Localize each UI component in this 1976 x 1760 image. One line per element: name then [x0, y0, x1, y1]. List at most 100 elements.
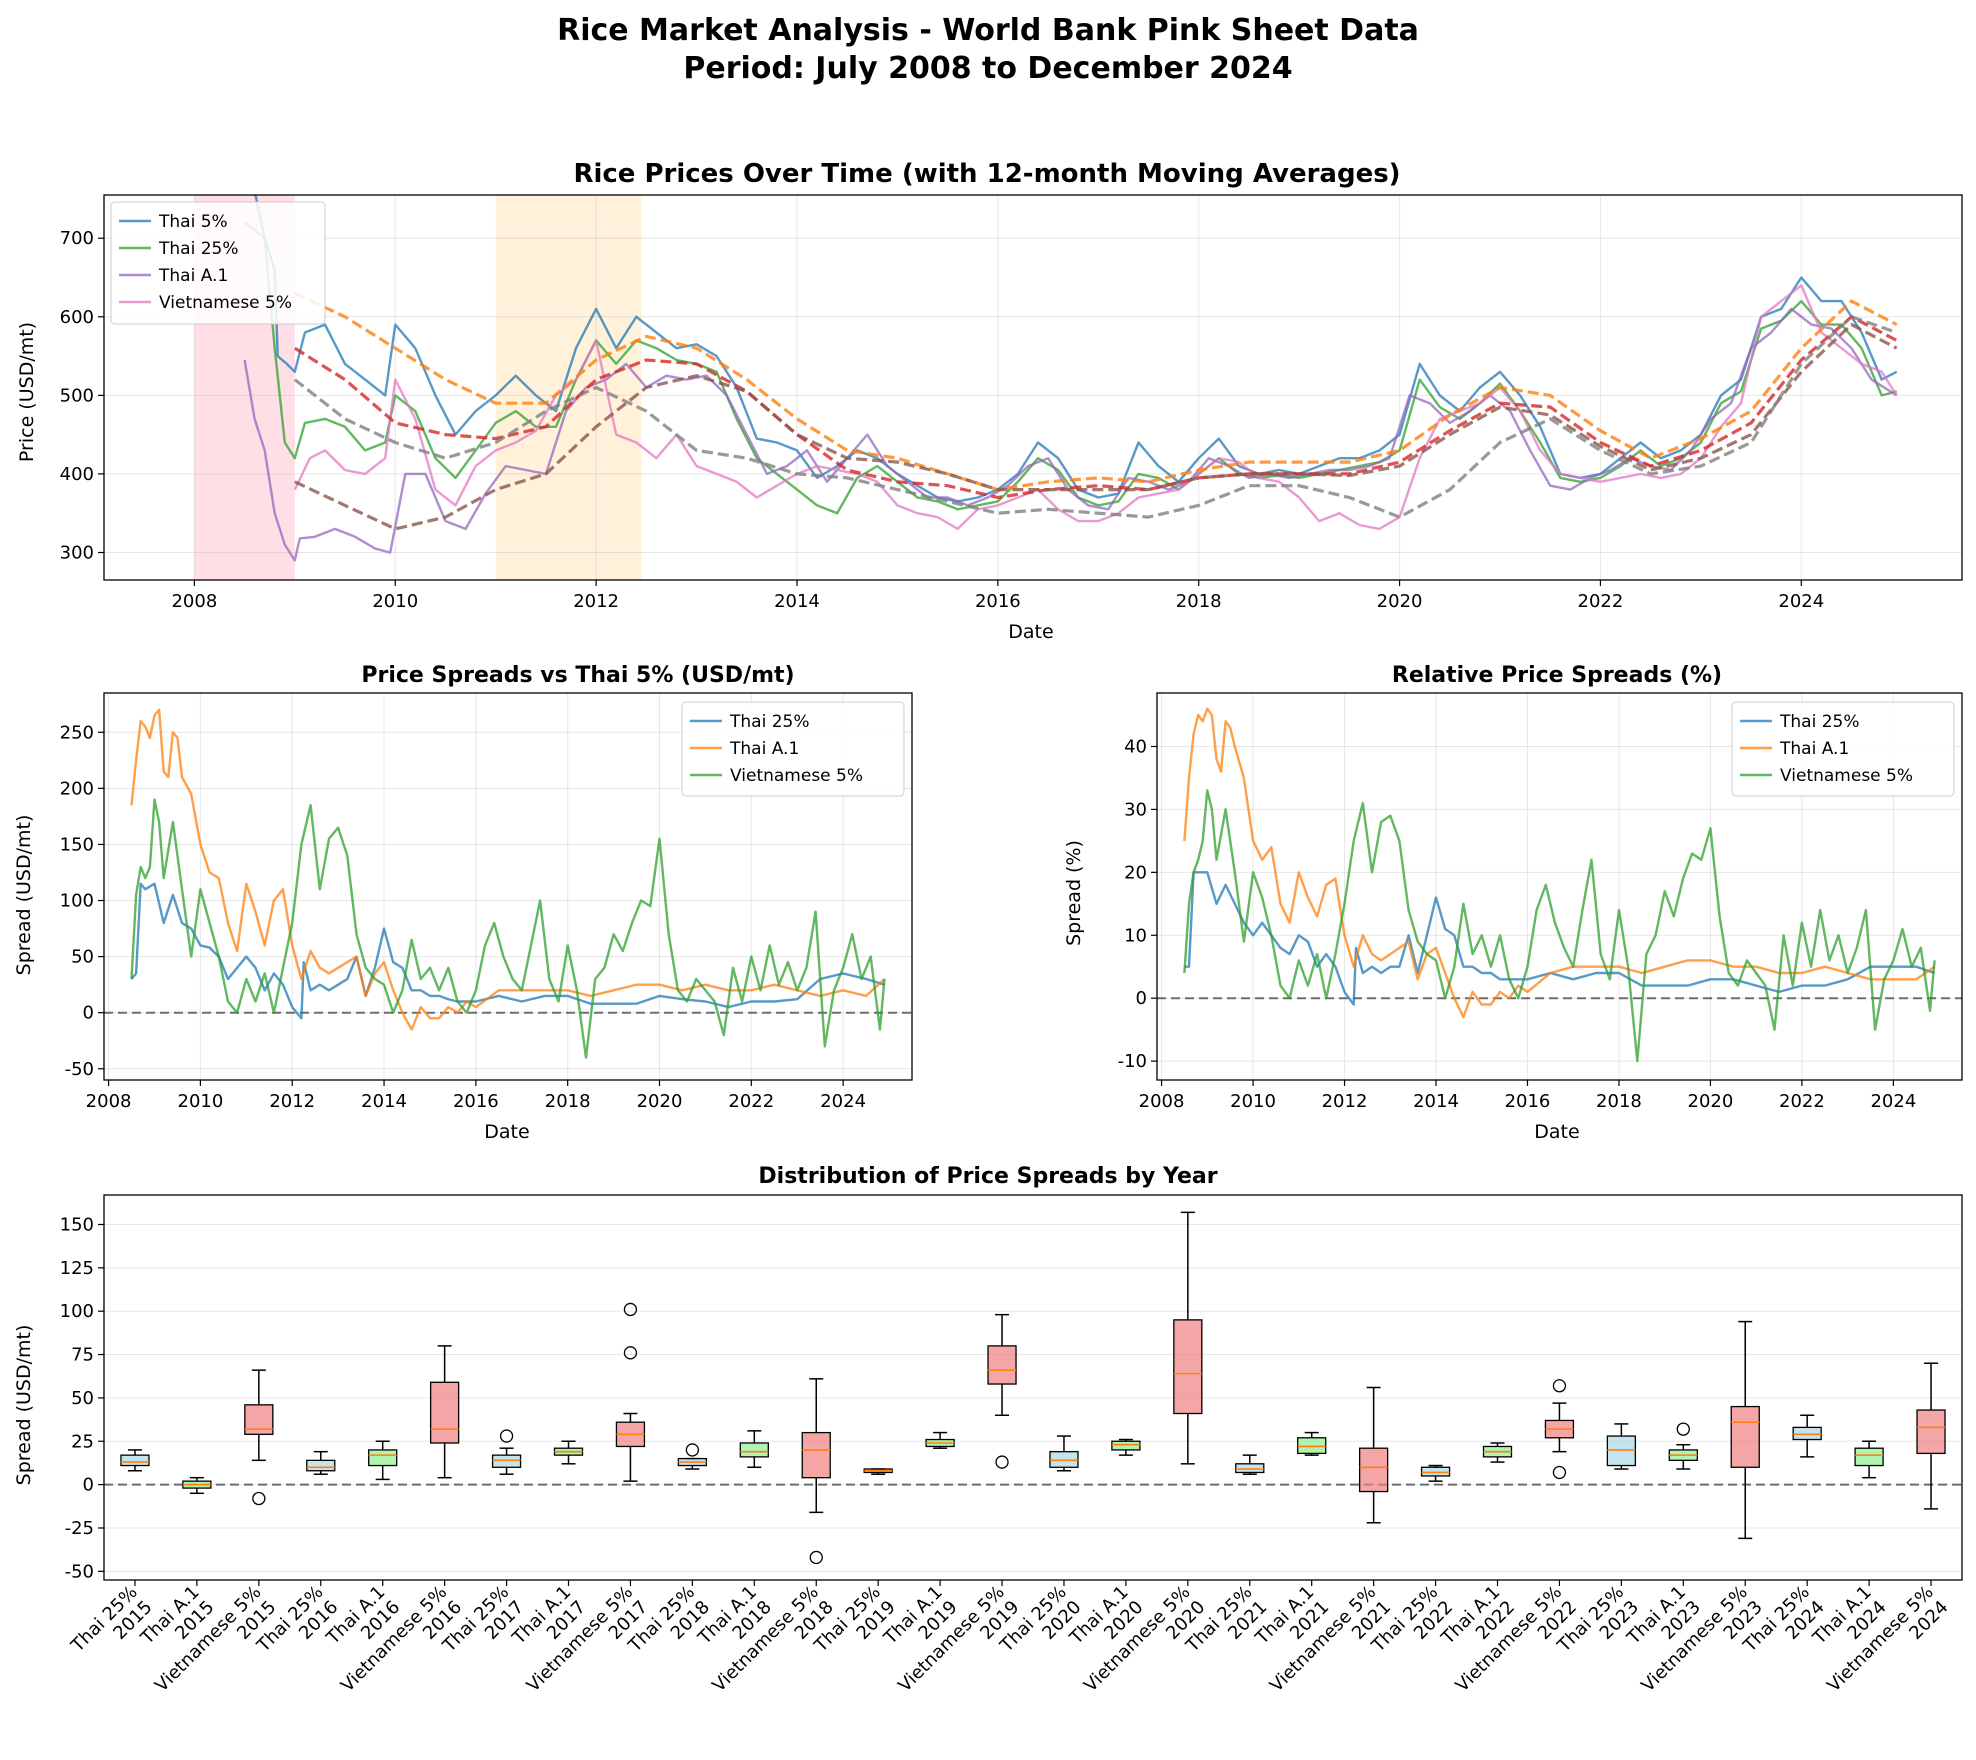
rel-spread-chart: Relative Price Spreads (%) Date Spread (…: [1063, 663, 1963, 1143]
rel-spread-y-tick-label: 0: [1136, 988, 1147, 1009]
figure-title-line1: Rice Market Analysis - World Bank Pink S…: [557, 13, 1419, 48]
boxplot-iqr-box: [491, 1454, 522, 1468]
boxplot-box-thaiA1-2024: [1854, 1440, 1884, 1479]
rel-spread-y-tick-label: 10: [1124, 925, 1147, 946]
boxplot-y-tick-label: -50: [65, 1561, 94, 1582]
abs-spread-x-tick-label: 2024: [820, 1091, 866, 1112]
boxplot-box-viet5-2018: [801, 1378, 831, 1565]
boxplot-box-thaiA1-2016: [368, 1440, 398, 1481]
boxplot-outlier-point: [1676, 1422, 1690, 1436]
prices-y-tick-label: 300: [60, 543, 94, 564]
boxplot-y-tick-label: 150: [60, 1214, 94, 1235]
prices-x-tick-label: 2012: [573, 591, 619, 612]
prices-series-line-thai-a-1-12-mo-ma: [294, 323, 1898, 531]
abs-spread-legend: Thai 25% Thai A.1 Vietnamese 5%: [681, 701, 905, 797]
prices-chart: Rice Prices Over Time (with 12-month Mov…: [16, 159, 1963, 643]
prices-y-tick-label: 600: [60, 307, 94, 328]
rel-spread-chart-title: Relative Price Spreads (%): [1392, 663, 1722, 688]
rel-spread-x-tick-label: 2018: [1596, 1091, 1642, 1112]
boxplot-outlier-point: [809, 1550, 823, 1565]
boxplot-outlier-point: [252, 1491, 266, 1506]
prices-legend: Thai 5% Thai 25% Thai A.1 Vietnamese 5%: [110, 201, 326, 325]
boxplot-outlier-point: [1552, 1465, 1567, 1480]
boxplot-box-thaiA1-2021: [1297, 1431, 1327, 1456]
rel-spread-series-line-vietnamese-5-: [1183, 789, 1936, 1063]
abs-spread-x-tick-label: 2012: [269, 1091, 315, 1112]
boxplot-iqr-box: [1854, 1447, 1884, 1467]
abs-spread-y-tick-label: 50: [71, 947, 94, 968]
abs-spread-chart-ylabel: Spread (USD/mt): [13, 815, 35, 976]
rel-spread-y-tick-label: -10: [1118, 1051, 1147, 1072]
boxplot-box-thaiA1-2018: [739, 1430, 769, 1469]
boxplot-box-thai25-2016: [306, 1450, 336, 1475]
boxplot-iqr-box: [1606, 1435, 1637, 1467]
abs-spread-x-tick-label: 2008: [86, 1091, 132, 1112]
figure-title-line2: Period: July 2008 to December 2024: [683, 51, 1292, 86]
abs-spread-legend-box: [681, 701, 905, 797]
rel-spread-x-tick-label: 2010: [1230, 1091, 1276, 1112]
prices-chart-xlabel: Date: [1008, 621, 1053, 643]
boxplot-iqr-box: [801, 1431, 831, 1479]
abs-spread-chart-title: Price Spreads vs Thai 5% (USD/mt): [361, 663, 794, 688]
prices-series-line-thai-25-12-mo-ma: [293, 315, 1898, 500]
rel-spread-plot-frame: [1156, 692, 1963, 1081]
boxplot-iqr-box: [1297, 1437, 1327, 1455]
boxplot-outlier-point: [499, 1429, 514, 1443]
rel-spread-legend-box: [1731, 701, 1955, 797]
rel-spread-chart-xlabel: Date: [1534, 1121, 1579, 1143]
abs-spread-x-tick-label: 2016: [453, 1091, 499, 1112]
rel-spread-legend-label: Vietnamese 5%: [1780, 766, 1913, 786]
prices-series-line-vietnamese-5-12-mo-ma: [293, 315, 1898, 519]
boxplot-outlier-point: [1552, 1379, 1567, 1393]
boxplot-box-viet5-2017: [615, 1302, 646, 1482]
rel-spread-legend-label: Thai 25%: [1779, 712, 1860, 732]
boxplot-box-viet5-2023: [1730, 1320, 1760, 1540]
boxplot-box-viet5-2021: [1358, 1386, 1389, 1524]
boxplot-iqr-box: [1420, 1466, 1451, 1477]
prices-legend-label: Vietnamese 5%: [159, 293, 292, 313]
boxplot-box-thai25-2017: [491, 1429, 522, 1475]
rel-spread-x-tick-label: 2008: [1139, 1091, 1185, 1112]
prices-y-tick-label: 400: [60, 464, 94, 485]
prices-series-line-vietnamese-5-: [293, 284, 1898, 531]
boxplot-outlier-point: [995, 1455, 1009, 1469]
abs-spread-chart: Price Spreads vs Thai 5% (USD/mt) Date S…: [13, 663, 913, 1143]
abs-spread-y-tick-label: 100: [60, 891, 94, 912]
rel-spread-x-tick-label: 2020: [1688, 1091, 1734, 1112]
boxplot-chart-ylabel: Spread (USD/mt): [13, 1325, 35, 1486]
boxplot-box-thaiA1-2022: [1482, 1442, 1513, 1463]
prices-series-group: [243, 195, 1898, 562]
boxplot-box-viet5-2015: [244, 1369, 274, 1506]
boxplot-iqr-box: [1730, 1405, 1760, 1468]
prices-x-tick-label: 2010: [372, 591, 418, 612]
boxplot-iqr-box: [368, 1449, 398, 1467]
boxplot-box-thaiA1-2020: [1111, 1438, 1141, 1456]
prices-x-tick-label: 2018: [1176, 591, 1222, 612]
boxplot-iqr-box: [120, 1454, 150, 1467]
abs-spread-series-line-vietnamese-5-: [130, 798, 886, 1059]
prices-shaded-period-1: [495, 195, 642, 580]
boxplot-box-viet5-2020: [1173, 1211, 1203, 1465]
abs-spread-chart-xlabel: Date: [484, 1121, 529, 1143]
rel-spread-y-tick-label: 30: [1124, 799, 1147, 820]
boxplot-y-tick-label: 50: [71, 1388, 94, 1409]
boxplot-y-tick-label: 75: [71, 1345, 94, 1366]
abs-spread-legend-label: Vietnamese 5%: [730, 766, 863, 786]
prices-plot-frame: [103, 194, 1963, 581]
boxplot-iqr-box: [1916, 1409, 1946, 1455]
boxplot-chart-title: Distribution of Price Spreads by Year: [758, 1164, 1217, 1189]
abs-spread-x-tick-label: 2018: [545, 1091, 591, 1112]
boxplot-iqr-box: [1049, 1451, 1079, 1468]
boxplot-box-viet5-2019: [987, 1313, 1017, 1469]
prices-legend-label: Thai 25%: [158, 239, 239, 259]
abs-spread-x-tick-label: 2010: [178, 1091, 224, 1112]
boxplot-iqr-box: [429, 1381, 460, 1444]
boxplot-y-tick-label: 100: [60, 1301, 94, 1322]
prices-x-tick-label: 2024: [1778, 591, 1824, 612]
boxplot-iqr-box: [1358, 1447, 1389, 1493]
abs-spread-series-line-thai-25-: [130, 882, 885, 1020]
boxplot-iqr-box: [739, 1442, 769, 1458]
boxplot-iqr-box: [1173, 1319, 1203, 1415]
boxplot-outlier-point: [685, 1443, 700, 1457]
